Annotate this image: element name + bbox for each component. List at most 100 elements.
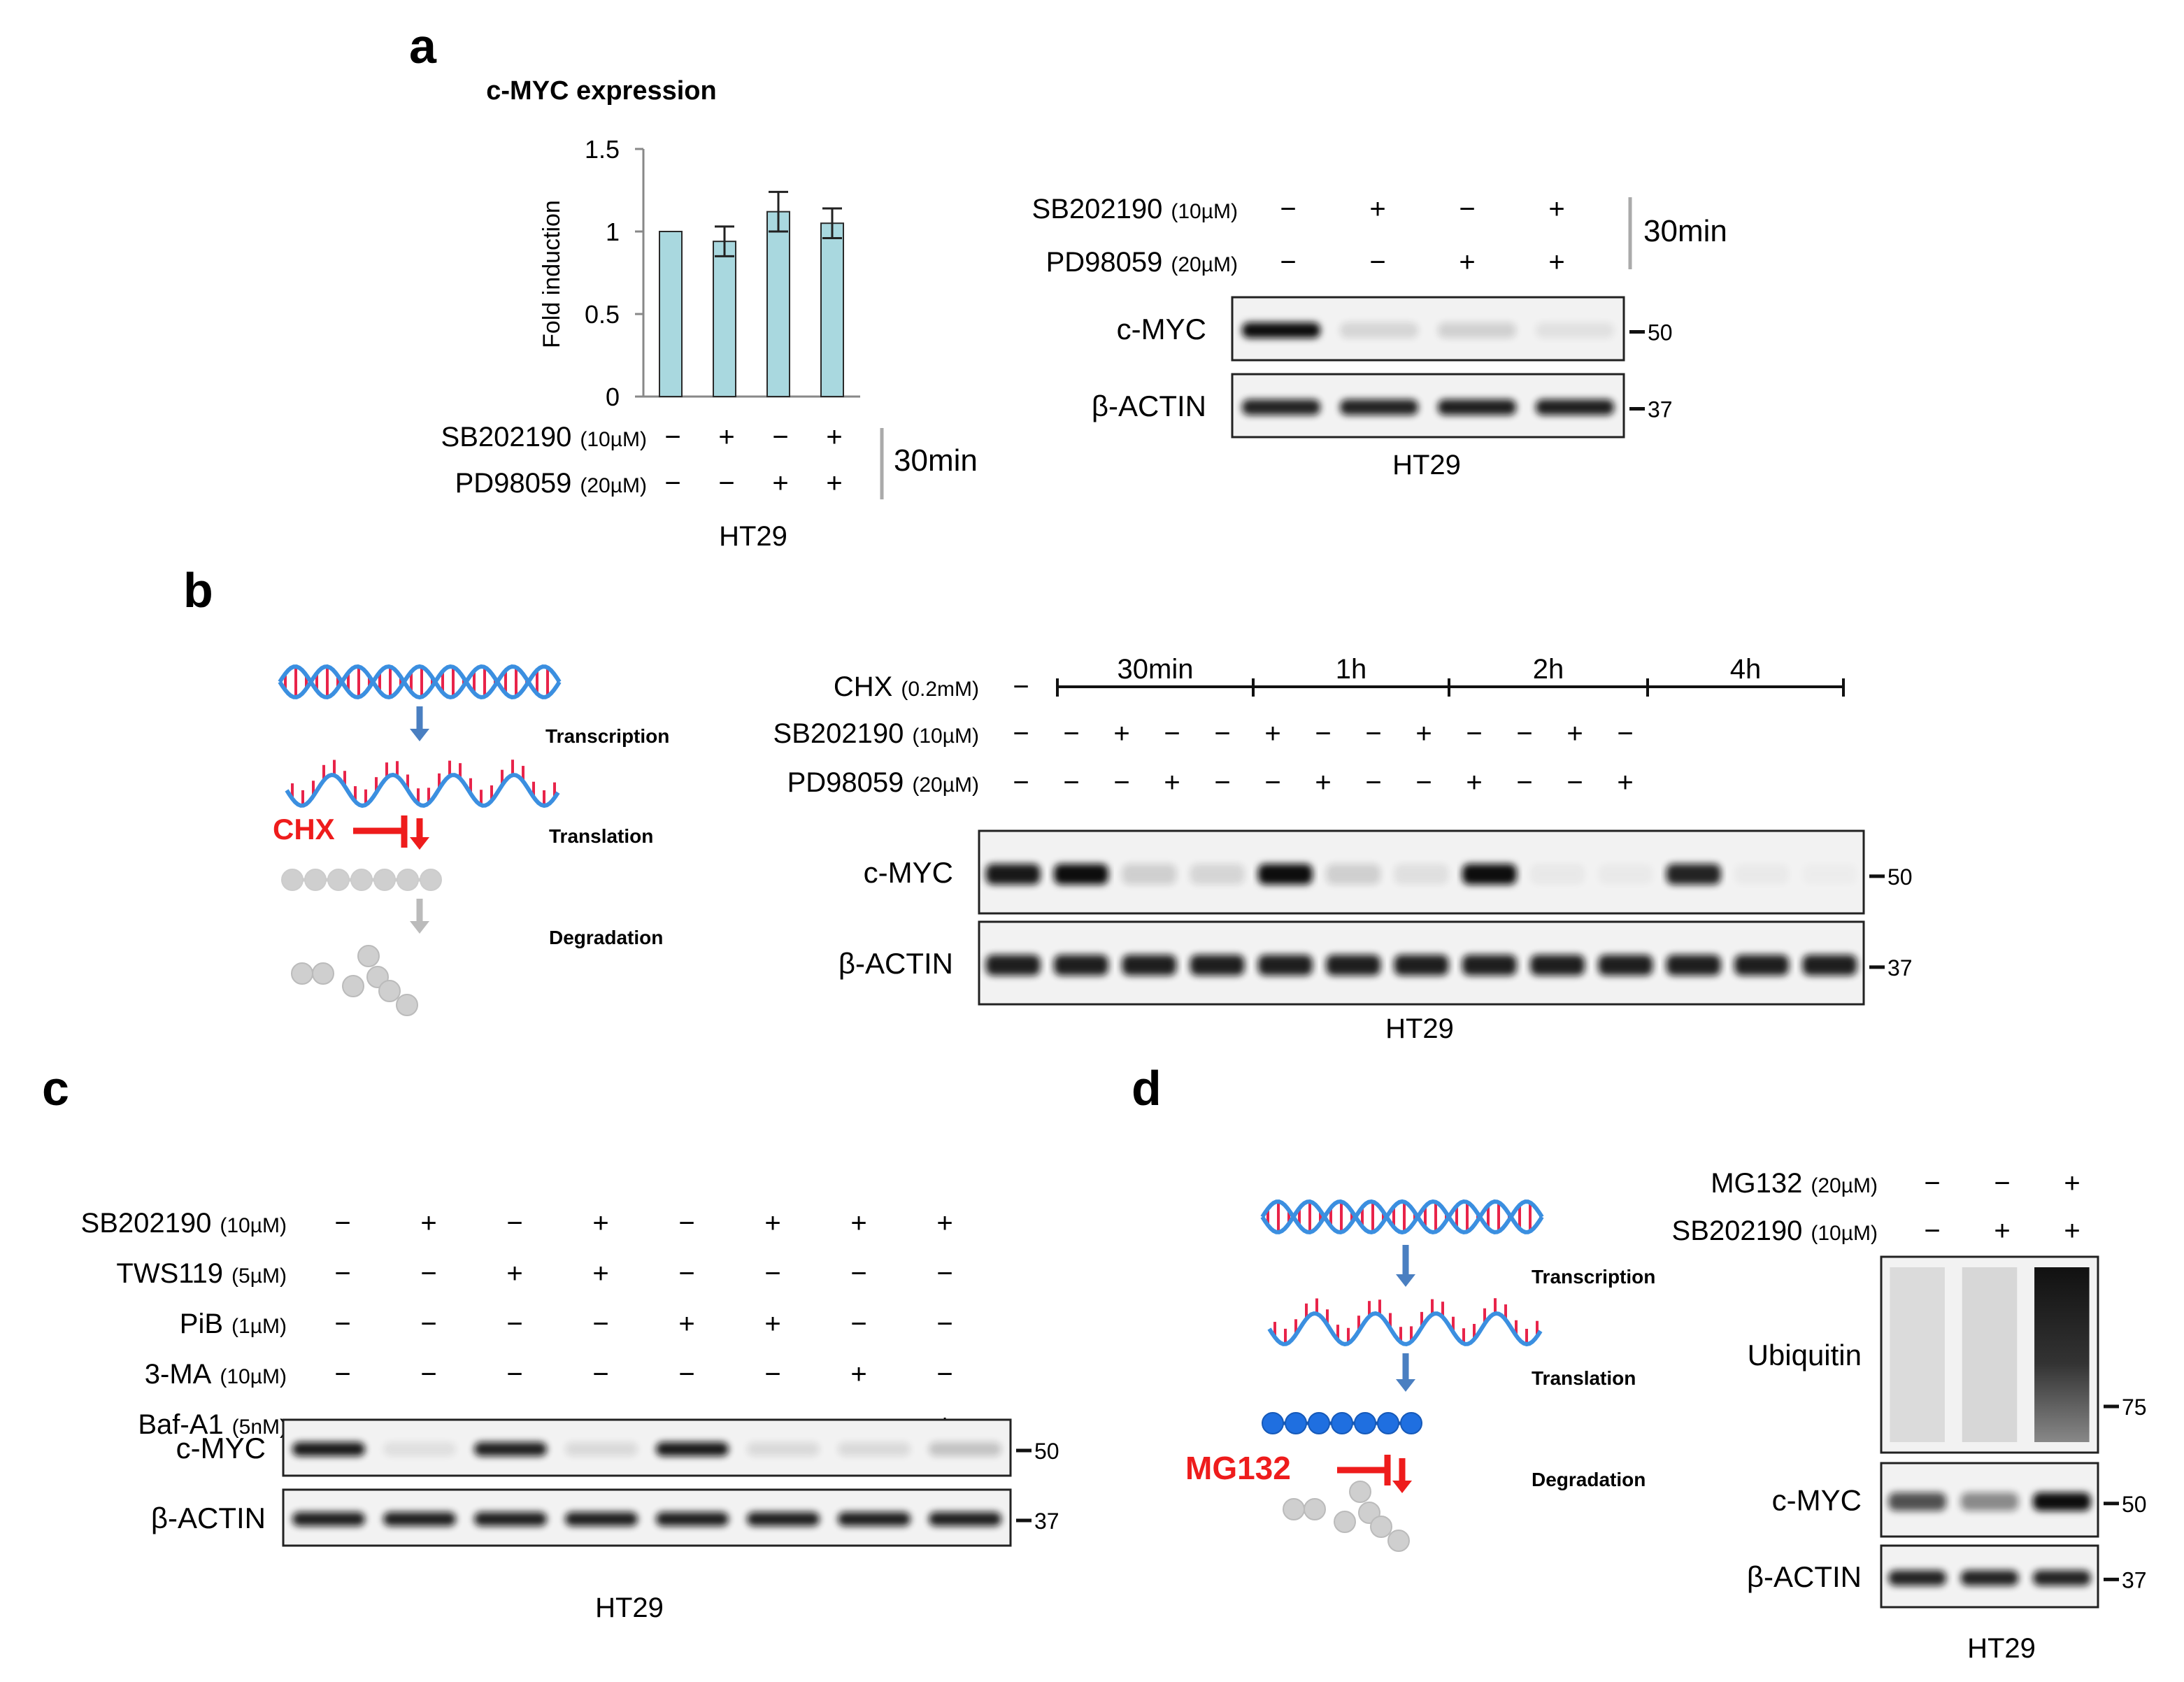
blot-band [1462, 955, 1517, 976]
blot-band [2033, 1570, 2091, 1586]
sign: − [1516, 718, 1532, 749]
blot-band [1438, 399, 1516, 415]
sign: − [678, 1258, 694, 1289]
blot-band [929, 1442, 1001, 1456]
sign: − [764, 1258, 780, 1289]
blot-band [1960, 1492, 2019, 1511]
pathway-step-label: Degradation [549, 927, 663, 948]
panel-d-treatment-table: MG132 (20µM) − − + SB202190 (10µM) − + + [1672, 1168, 2080, 1246]
sign: − [506, 1208, 522, 1239]
sign: − [772, 422, 788, 452]
treatment-name: SB202190 (10µM) [773, 718, 979, 749]
blot-band [474, 1442, 547, 1456]
y-tick-label: 0.5 [585, 300, 620, 329]
blot-band [1960, 1570, 2019, 1586]
sign: − [1466, 718, 1482, 749]
arrow-head [1392, 1481, 1412, 1493]
blot-band [747, 1442, 820, 1456]
treatment-name: MG132 (20µM) [1711, 1168, 1878, 1199]
sign: − [678, 1208, 694, 1239]
blot-band [929, 1512, 1001, 1526]
blot-band [565, 1442, 638, 1456]
amino-acid [281, 869, 304, 891]
sign: + [1369, 194, 1385, 224]
sign: − [1994, 1168, 2010, 1199]
arrow-head [1396, 1379, 1415, 1392]
sign: − [1369, 247, 1385, 278]
panel-d-blot: Ubiquitin 75 c-MYC 50 β-ACTIN 37 [1747, 1255, 2147, 1609]
blot-band [565, 1512, 638, 1526]
sign: + [1113, 718, 1129, 749]
sign: + [772, 468, 788, 499]
sign: − [506, 1309, 522, 1339]
sign: − [1566, 767, 1583, 798]
treatment-conc: (1µM) [231, 1315, 287, 1338]
treatment-name: PiB (1µM) [180, 1309, 287, 1339]
treatment-conc: (10µM) [220, 1214, 287, 1237]
panel-c-cell-line-label: HT29 [595, 1592, 664, 1623]
sign: − [1013, 767, 1029, 798]
blot-band [1666, 864, 1721, 885]
blot-band [383, 1442, 456, 1456]
marker-label: 50 [1648, 320, 1673, 345]
blot-band [1054, 955, 1108, 976]
strand [278, 664, 562, 700]
degraded-fragment [1370, 1516, 1392, 1538]
blot-band [1888, 1570, 1946, 1586]
pathway-step-label: Degradation [1532, 1469, 1646, 1490]
sign: − [420, 1359, 436, 1390]
sign: − [936, 1309, 952, 1339]
blot-band [1340, 322, 1418, 338]
blot-band [1257, 864, 1313, 885]
blot-band [656, 1442, 729, 1456]
blot-band [1326, 864, 1381, 885]
panel-d-letter: d [1132, 1061, 1162, 1116]
blot-smear [2034, 1267, 2090, 1442]
sign: + [1548, 247, 1564, 278]
sign: − [664, 422, 680, 452]
blot-band [1054, 864, 1108, 885]
blot-band [1122, 955, 1177, 976]
sign: + [1617, 767, 1633, 798]
time-group-label: 4h [1730, 654, 1762, 685]
sign: − [334, 1359, 350, 1390]
amino-acid [327, 869, 350, 891]
sign: + [764, 1309, 780, 1339]
arrow-head [410, 921, 429, 934]
sign: − [678, 1359, 694, 1390]
degraded-fragment [1334, 1511, 1356, 1533]
treatment-name: PD98059 (20µM) [455, 468, 647, 499]
pathway-step-label: Translation [1532, 1367, 1636, 1389]
sign: + [850, 1208, 866, 1239]
treatment-name: 3-MA (10µM) [145, 1359, 287, 1390]
amino-acid [1331, 1412, 1353, 1434]
blot-band [1242, 399, 1320, 415]
bar-chart: 0 0.5 1 1.5 [585, 135, 860, 411]
sign: − [1264, 767, 1280, 798]
pathway-step-label: Transcription [1532, 1266, 1655, 1288]
degraded-fragment [342, 975, 364, 997]
sign: − [592, 1359, 608, 1390]
amino-acid [1308, 1412, 1330, 1434]
blot-row-label: β-ACTIN [1747, 1560, 1862, 1593]
blot-band [1438, 322, 1516, 338]
sign: − [1924, 1168, 1940, 1199]
degraded-fragment [291, 962, 313, 985]
amino-acid [304, 869, 327, 891]
blot-band [1257, 955, 1313, 976]
sign: + [506, 1258, 522, 1289]
blot-band [1340, 399, 1418, 415]
y-tick-label: 1 [606, 218, 620, 246]
sign: + [420, 1208, 436, 1239]
sign: + [1164, 767, 1180, 798]
sign: − [718, 468, 734, 499]
blot-band [1536, 399, 1614, 415]
cell-line-label: HT29 [719, 521, 787, 552]
sign: − [1315, 718, 1331, 749]
blot-band [747, 1512, 820, 1526]
amino-acid [350, 869, 373, 891]
blot-band [1802, 864, 1857, 885]
arrow-head [410, 837, 429, 850]
marker-label: 50 [2122, 1492, 2147, 1517]
treatment-conc: (20µM) [1171, 253, 1238, 276]
